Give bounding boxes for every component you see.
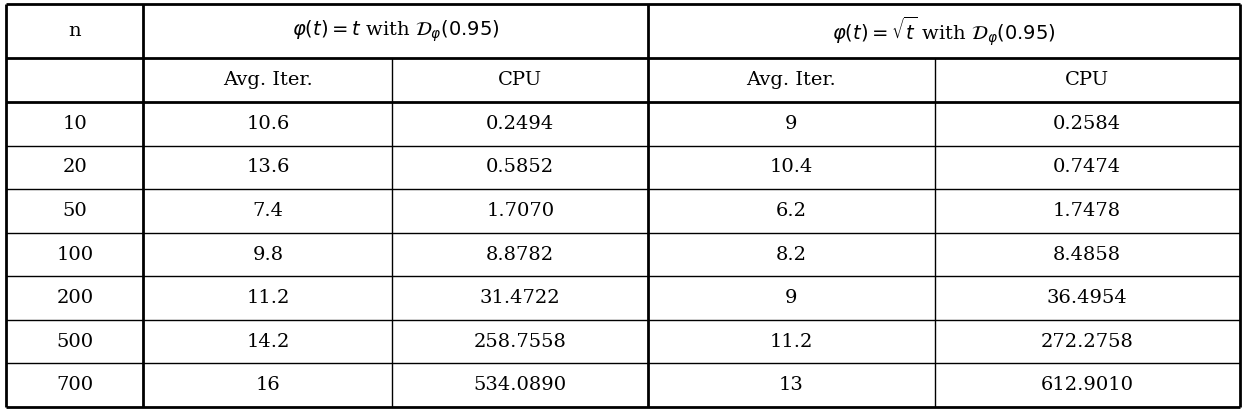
Text: 10.4: 10.4: [770, 158, 812, 176]
Text: 272.2758: 272.2758: [1040, 332, 1134, 351]
Text: 100: 100: [56, 245, 93, 263]
Text: 31.4722: 31.4722: [480, 289, 561, 307]
Text: 10.6: 10.6: [247, 115, 289, 133]
Text: 200: 200: [56, 289, 93, 307]
Text: n: n: [69, 22, 81, 40]
Text: 7.4: 7.4: [253, 202, 283, 220]
Text: 500: 500: [56, 332, 93, 351]
Text: 10: 10: [62, 115, 87, 133]
Text: CPU: CPU: [1065, 71, 1109, 89]
Text: 11.2: 11.2: [770, 332, 812, 351]
Text: 0.7474: 0.7474: [1053, 158, 1121, 176]
Text: Avg. Iter.: Avg. Iter.: [746, 71, 836, 89]
Text: $\varphi(t) = \sqrt{t}$ with $\mathcal{D}_{\varphi}(0.95)$: $\varphi(t) = \sqrt{t}$ with $\mathcal{D…: [832, 14, 1055, 48]
Text: 36.4954: 36.4954: [1047, 289, 1128, 307]
Text: 20: 20: [62, 158, 87, 176]
Text: 1.7070: 1.7070: [486, 202, 554, 220]
Text: 9.8: 9.8: [253, 245, 283, 263]
Text: 50: 50: [62, 202, 87, 220]
Text: 0.5852: 0.5852: [486, 158, 554, 176]
Text: 8.2: 8.2: [776, 245, 806, 263]
Text: 11.2: 11.2: [247, 289, 289, 307]
Text: 258.7558: 258.7558: [473, 332, 567, 351]
Text: Avg. Iter.: Avg. Iter.: [223, 71, 313, 89]
Text: 13.6: 13.6: [247, 158, 289, 176]
Text: 6.2: 6.2: [776, 202, 806, 220]
Text: 16: 16: [255, 376, 280, 394]
Text: 612.9010: 612.9010: [1040, 376, 1134, 394]
Text: 534.0890: 534.0890: [473, 376, 567, 394]
Text: 14.2: 14.2: [247, 332, 289, 351]
Text: 8.8782: 8.8782: [486, 245, 554, 263]
Text: 1.7478: 1.7478: [1053, 202, 1121, 220]
Text: 8.4858: 8.4858: [1053, 245, 1121, 263]
Text: 9: 9: [785, 289, 797, 307]
Text: 700: 700: [56, 376, 93, 394]
Text: 0.2584: 0.2584: [1053, 115, 1121, 133]
Text: $\varphi(t) = t$ with $\mathcal{D}_{\varphi}(0.95)$: $\varphi(t) = t$ with $\mathcal{D}_{\var…: [292, 18, 500, 44]
Text: 9: 9: [785, 115, 797, 133]
Text: 13: 13: [779, 376, 804, 394]
Text: 0.2494: 0.2494: [486, 115, 554, 133]
Text: CPU: CPU: [498, 71, 542, 89]
